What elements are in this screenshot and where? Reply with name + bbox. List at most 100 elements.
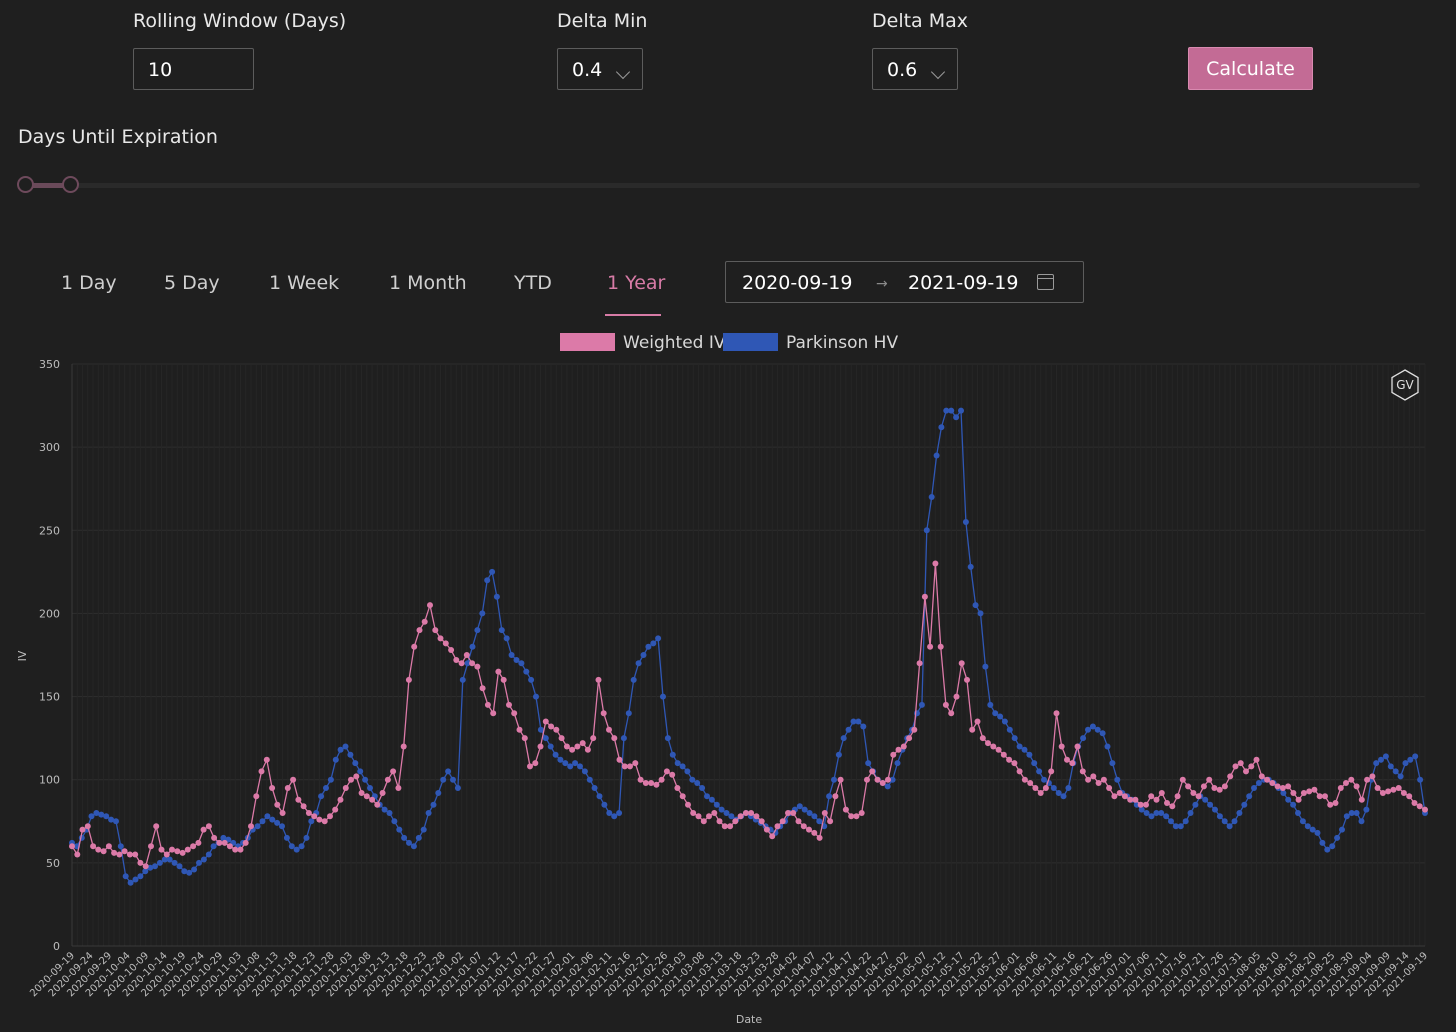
data-point[interactable]	[305, 810, 312, 816]
delta-min-select[interactable]: 0.4	[557, 48, 643, 90]
data-point[interactable]	[1027, 780, 1034, 786]
data-point[interactable]	[982, 663, 989, 670]
data-point[interactable]	[90, 843, 97, 850]
data-point[interactable]	[427, 602, 433, 609]
data-point[interactable]	[523, 668, 530, 675]
data-point[interactable]	[1411, 800, 1418, 806]
data-point[interactable]	[737, 813, 744, 820]
data-point[interactable]	[831, 776, 837, 783]
data-point[interactable]	[353, 773, 360, 780]
data-point[interactable]	[308, 818, 315, 825]
data-point[interactable]	[1348, 776, 1355, 783]
data-point[interactable]	[440, 776, 447, 783]
data-point[interactable]	[264, 813, 271, 820]
data-point[interactable]	[169, 846, 175, 853]
data-point[interactable]	[1206, 776, 1213, 783]
data-point[interactable]	[474, 627, 481, 634]
data-point[interactable]	[932, 560, 939, 567]
data-point[interactable]	[327, 776, 334, 783]
data-point[interactable]	[430, 801, 437, 808]
data-point[interactable]	[1132, 796, 1139, 803]
data-point[interactable]	[663, 768, 670, 775]
data-point[interactable]	[689, 776, 696, 783]
data-point[interactable]	[293, 846, 300, 853]
data-point[interactable]	[459, 676, 466, 683]
data-point[interactable]	[806, 810, 813, 816]
data-point[interactable]	[533, 693, 539, 700]
data-point[interactable]	[1060, 793, 1067, 800]
data-point[interactable]	[108, 816, 115, 823]
data-point[interactable]	[1248, 763, 1255, 770]
data-point[interactable]	[1207, 801, 1214, 808]
data-point[interactable]	[1280, 790, 1287, 796]
data-point[interactable]	[211, 834, 218, 841]
data-point[interactable]	[1069, 760, 1076, 767]
data-point[interactable]	[274, 819, 281, 826]
data-point[interactable]	[122, 873, 129, 880]
data-point[interactable]	[700, 818, 707, 825]
data-point[interactable]	[1114, 776, 1121, 783]
data-point[interactable]	[1099, 730, 1106, 737]
data-point[interactable]	[105, 843, 112, 850]
data-point[interactable]	[126, 851, 133, 858]
data-point[interactable]	[1306, 788, 1313, 795]
data-point[interactable]	[579, 740, 586, 747]
data-point[interactable]	[237, 846, 244, 853]
data-point[interactable]	[627, 763, 633, 770]
data-point[interactable]	[600, 710, 607, 717]
data-point[interactable]	[723, 810, 730, 816]
data-point[interactable]	[845, 726, 852, 733]
data-point[interactable]	[591, 785, 598, 791]
data-point[interactable]	[958, 660, 965, 667]
data-point[interactable]	[1100, 776, 1107, 783]
data-point[interactable]	[190, 843, 197, 850]
data-point[interactable]	[1374, 785, 1381, 791]
data-point[interactable]	[616, 810, 623, 816]
data-point[interactable]	[581, 768, 588, 775]
data-point[interactable]	[728, 813, 735, 820]
data-point[interactable]	[727, 823, 734, 830]
data-point[interactable]	[323, 785, 329, 791]
data-point[interactable]	[390, 768, 397, 775]
data-point[interactable]	[1074, 743, 1081, 750]
data-point[interactable]	[463, 652, 470, 658]
data-point[interactable]	[595, 676, 602, 683]
data-point[interactable]	[300, 803, 307, 810]
data-point[interactable]	[1226, 823, 1233, 830]
data-point[interactable]	[1253, 756, 1260, 763]
data-point[interactable]	[1285, 796, 1292, 803]
data-point[interactable]	[1406, 793, 1413, 800]
data-point[interactable]	[679, 763, 686, 770]
data-point[interactable]	[74, 851, 81, 858]
data-point[interactable]	[1011, 760, 1018, 767]
data-point[interactable]	[1358, 796, 1365, 803]
end-date-input[interactable]: 2021-09-19	[908, 272, 1019, 294]
dte-slider-handle-min[interactable]	[17, 176, 34, 193]
data-point[interactable]	[1111, 793, 1118, 800]
data-point[interactable]	[1373, 760, 1380, 767]
data-point[interactable]	[391, 818, 398, 825]
tab-1-month[interactable]: 1 Month	[389, 272, 467, 294]
data-point[interactable]	[974, 718, 981, 725]
data-point[interactable]	[716, 818, 723, 825]
data-point[interactable]	[572, 760, 579, 767]
data-point[interactable]	[290, 776, 297, 783]
data-point[interactable]	[1402, 760, 1409, 767]
data-point[interactable]	[132, 851, 139, 858]
data-point[interactable]	[288, 843, 295, 850]
data-point[interactable]	[835, 751, 842, 758]
data-point[interactable]	[374, 801, 381, 808]
data-point[interactable]	[1158, 810, 1165, 816]
data-point[interactable]	[363, 793, 370, 800]
data-point[interactable]	[221, 839, 228, 846]
data-point[interactable]	[156, 859, 163, 866]
data-point[interactable]	[1339, 826, 1345, 833]
data-point[interactable]	[532, 760, 539, 767]
data-point[interactable]	[1400, 790, 1407, 796]
data-point[interactable]	[832, 793, 839, 800]
data-point[interactable]	[853, 813, 860, 820]
data-point[interactable]	[347, 751, 354, 758]
data-point[interactable]	[1021, 746, 1028, 753]
data-point[interactable]	[516, 726, 523, 733]
data-point[interactable]	[874, 776, 881, 783]
